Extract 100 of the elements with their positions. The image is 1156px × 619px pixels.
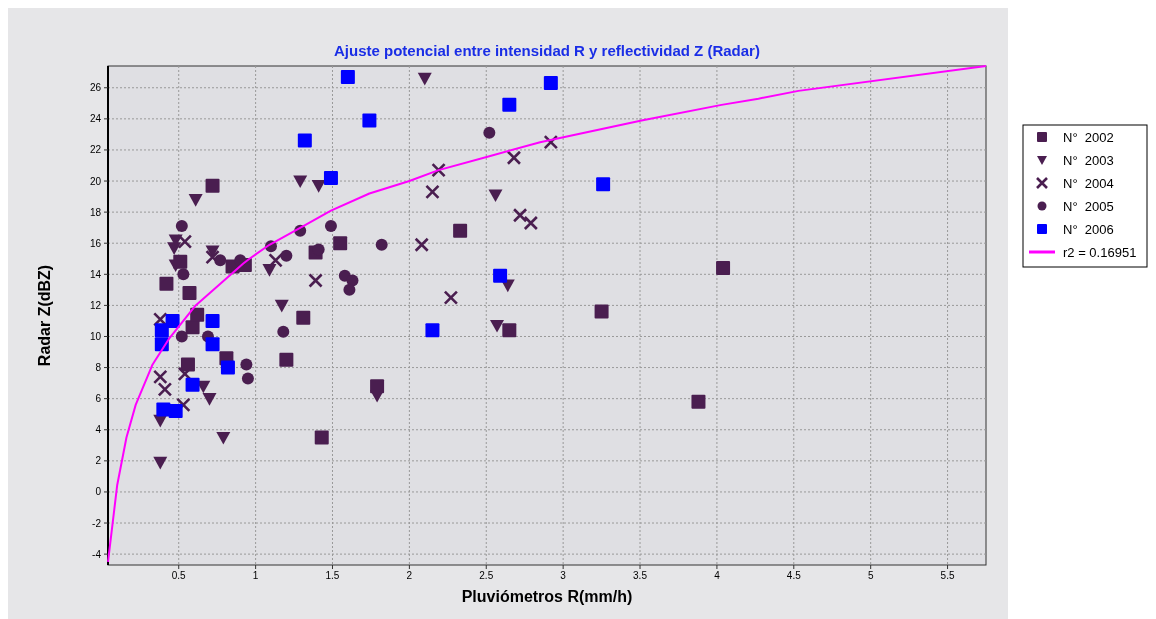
y-tick-label: -4 — [92, 548, 102, 560]
x-tick-label: 4.5 — [786, 570, 802, 581]
point — [159, 276, 174, 291]
point — [483, 126, 496, 139]
point — [417, 72, 432, 86]
x-tick-label: 0.5 — [171, 570, 187, 581]
point — [488, 189, 503, 203]
point — [214, 254, 227, 267]
point — [312, 243, 325, 256]
point — [343, 283, 356, 296]
point — [177, 366, 193, 382]
point — [523, 215, 539, 231]
point — [280, 249, 293, 262]
x-tick-label: 3 — [560, 570, 567, 581]
point — [453, 223, 468, 238]
point — [493, 268, 508, 283]
point — [279, 352, 294, 367]
point — [716, 261, 731, 276]
point — [205, 245, 220, 258]
point — [154, 323, 169, 338]
point — [596, 177, 611, 192]
point — [205, 178, 220, 193]
legend-label: N° 2006 — [1063, 222, 1114, 237]
point — [205, 249, 220, 265]
point — [202, 393, 217, 406]
x-tick-label: 3.5 — [633, 570, 648, 581]
legend-label: N° 2002 — [1063, 130, 1114, 145]
point — [190, 307, 205, 322]
point — [188, 194, 203, 207]
y-tick-label: 26 — [89, 82, 102, 94]
point — [502, 97, 517, 112]
point — [177, 268, 190, 281]
point — [152, 369, 168, 385]
point — [205, 337, 220, 352]
point — [425, 323, 440, 338]
point — [333, 236, 348, 251]
point — [425, 184, 440, 200]
y-tick-label: 2 — [95, 455, 102, 467]
y-tick-label: 24 — [89, 113, 102, 125]
point — [543, 76, 558, 91]
point — [340, 69, 355, 84]
point — [220, 360, 235, 375]
point — [362, 113, 377, 128]
point — [375, 238, 388, 251]
point — [296, 310, 311, 325]
point — [277, 325, 290, 338]
point — [157, 382, 173, 397]
point — [153, 456, 168, 470]
point — [311, 180, 326, 193]
point — [152, 312, 168, 327]
x-tick-label: 5 — [867, 570, 874, 581]
point — [216, 431, 231, 445]
y-tick-label: 16 — [89, 237, 102, 249]
point — [176, 397, 191, 413]
point — [691, 394, 706, 409]
point — [502, 323, 517, 338]
x-tick-label: 4 — [714, 570, 721, 581]
x-tick-label: 2 — [406, 570, 413, 581]
x-tick-label: 2.5 — [479, 570, 494, 581]
y-tick-label: 0 — [95, 486, 102, 498]
x-tick-label: 5.5 — [940, 570, 955, 581]
point — [594, 304, 609, 319]
point — [177, 234, 193, 249]
point — [314, 430, 329, 445]
point — [175, 220, 188, 233]
x-tick-label: 1.5 — [325, 570, 340, 581]
y-tick-label: 6 — [95, 393, 102, 405]
point — [274, 299, 289, 313]
point — [324, 220, 337, 233]
y-tick-label: 18 — [89, 206, 102, 218]
line-series — [107, 65, 987, 563]
x-axis-title: Pluviómetros R(mm/h) — [461, 588, 633, 605]
point — [156, 402, 171, 417]
point — [512, 207, 528, 223]
y-tick-label: 22 — [89, 144, 102, 156]
point — [506, 150, 522, 166]
y-tick-label: 14 — [89, 268, 102, 280]
point — [182, 285, 197, 300]
y-axis-title: Radar Z(dBZ) — [36, 264, 53, 367]
point — [293, 175, 308, 189]
point — [262, 264, 277, 277]
point — [180, 357, 195, 372]
legend-label: N° 2005 — [1063, 199, 1114, 214]
point — [241, 372, 254, 385]
legend-label: r2 = 0.16951 — [1063, 245, 1137, 260]
point — [185, 377, 200, 392]
point — [205, 313, 220, 328]
point — [297, 133, 312, 148]
legend-label: N° 2003 — [1063, 153, 1114, 168]
point — [268, 253, 283, 268]
legend-label: N° 2004 — [1063, 176, 1114, 191]
y-tick-label: 4 — [95, 424, 102, 436]
point — [308, 273, 323, 288]
chart-title: Ajuste potencial entre intensidad R y reflectividad Z (Radar) — [334, 42, 760, 59]
y-tick-label: 12 — [89, 299, 102, 311]
point — [490, 320, 505, 333]
x-tick-label: 1 — [252, 570, 259, 581]
y-tick-label: 8 — [95, 362, 102, 374]
point — [323, 170, 338, 185]
point — [168, 404, 183, 419]
